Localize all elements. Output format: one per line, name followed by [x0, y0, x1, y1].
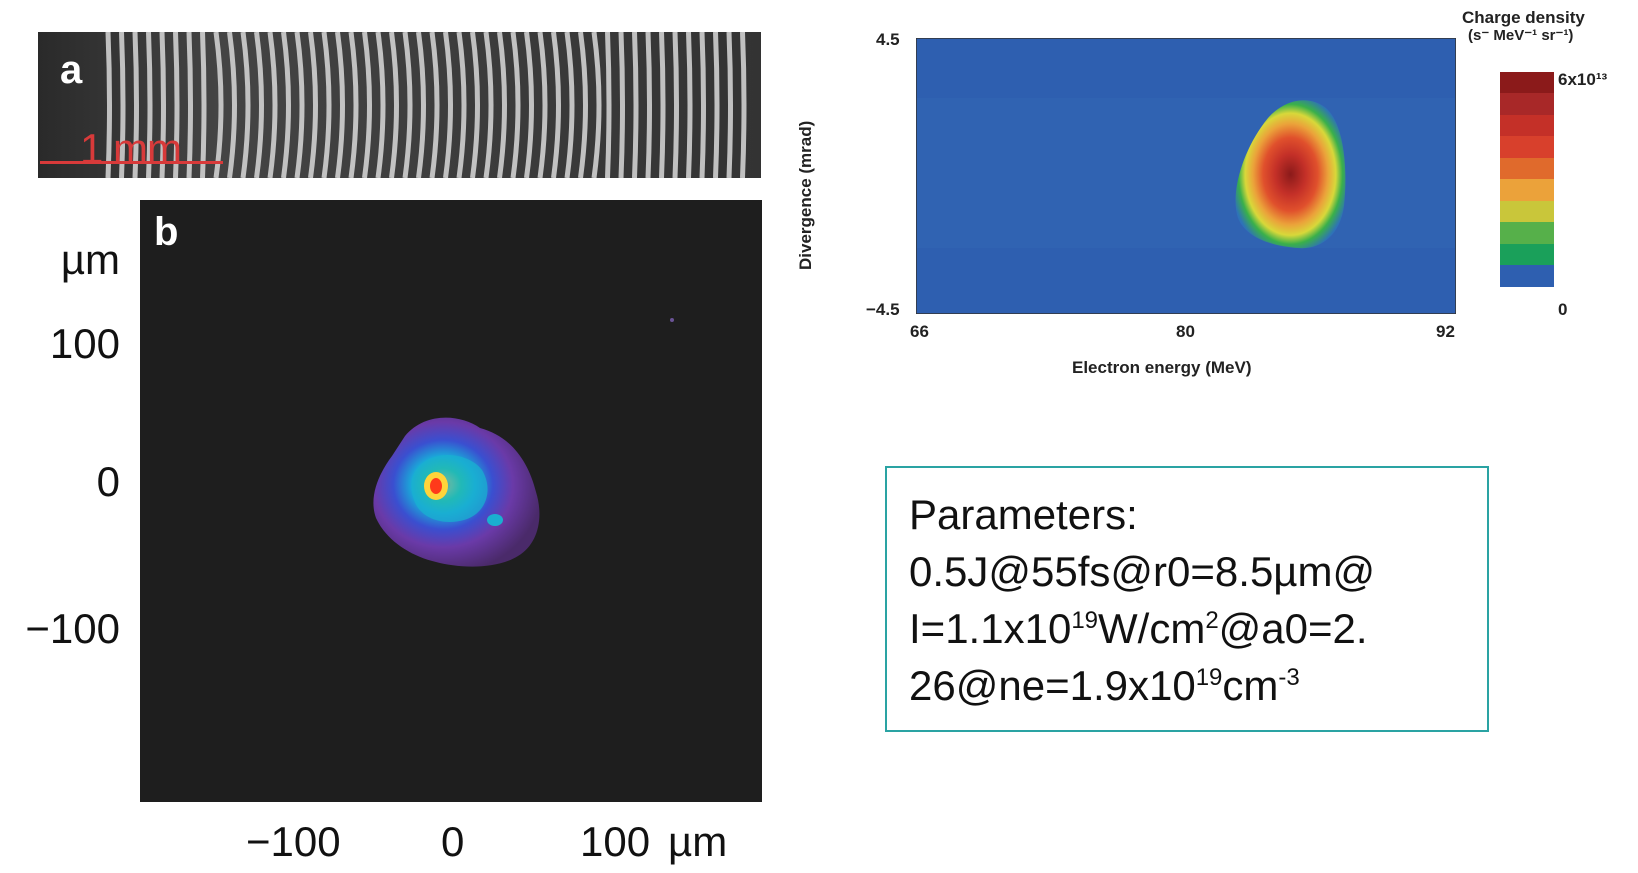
fringe-line	[227, 31, 237, 179]
colorbar-segment	[1500, 200, 1554, 223]
colorbar-segment	[1500, 72, 1554, 94]
electron-spectrum-plot	[915, 37, 1457, 315]
fringe-line	[578, 31, 588, 179]
fringe-line	[713, 31, 720, 179]
fringe-line	[483, 31, 494, 179]
fringe-line	[308, 31, 318, 179]
fringe-line	[699, 31, 706, 179]
fringe-line	[740, 31, 747, 179]
parameters-box: Parameters: 0.5J@55fs@r0=8.5µm@ I=1.1x10…	[885, 466, 1489, 732]
fringe-line	[362, 31, 372, 179]
fringe-line	[591, 31, 602, 179]
panel-b-letter: b	[154, 210, 179, 254]
spec-x-tick-66: 66	[910, 322, 929, 341]
colorbar-segment	[1500, 93, 1554, 116]
colorbar-title-1: Charge density	[1462, 8, 1585, 27]
fringe-line	[672, 31, 679, 179]
colorbar-title-2: (s⁻ MeV⁻¹ sr⁻¹)	[1468, 27, 1574, 44]
fringe-line	[321, 31, 332, 179]
colorbar-segment	[1500, 286, 1554, 309]
fringe-line	[294, 31, 305, 179]
y-tick-minus-100: −100	[25, 605, 120, 652]
fringe-line	[281, 31, 291, 179]
fringe-line	[254, 31, 264, 179]
focal-spot-image	[140, 200, 762, 802]
fringe-line	[551, 31, 561, 179]
spec-y-max: 4.5	[876, 30, 900, 49]
fringe-line	[456, 31, 467, 179]
fringe-line	[686, 31, 693, 179]
spec-y-axis-label: Divergence (mrad)	[796, 120, 815, 270]
x-tick-100: 100	[580, 818, 651, 865]
x-tick-minus-100: −100	[246, 818, 341, 865]
params-line-1: Parameters:	[909, 491, 1138, 538]
interferogram-panel-a: a 1 mm	[38, 31, 761, 179]
fringe-line	[645, 31, 652, 179]
params-line-2: 0.5J@55fs@r0=8.5µm@	[909, 548, 1376, 595]
fringe-line	[267, 31, 278, 179]
colorbar-segment	[1500, 157, 1554, 180]
x-tick-0: 0	[441, 818, 465, 865]
params-line-3: I=1.1x1019W/cm2@a0=2.	[909, 605, 1368, 652]
fringe-line	[510, 31, 521, 179]
panel-a-letter: a	[60, 48, 83, 92]
colorbar-segment	[1500, 243, 1554, 266]
fringe-line	[618, 31, 625, 179]
fringe-line	[537, 31, 548, 179]
spec-x-axis-label: Electron energy (MeV)	[1072, 358, 1252, 377]
spec-x-tick-80: 80	[1176, 322, 1195, 341]
y-tick-100: 100	[49, 320, 120, 367]
fringe-line	[632, 31, 639, 179]
colorbar-segment	[1500, 265, 1554, 288]
fringe-line	[497, 31, 507, 179]
fringe-line	[240, 31, 251, 179]
fringe-line	[186, 31, 193, 179]
fringe-line	[524, 31, 534, 179]
spec-y-min: −4.5	[866, 300, 900, 319]
fringe-line	[564, 31, 575, 179]
colorbar-segment	[1500, 114, 1554, 137]
spectrum-heatmap	[915, 37, 1457, 315]
params-line-4: 26@ne=1.9x1019cm-3	[909, 662, 1300, 709]
fringe-line	[443, 31, 453, 179]
fringe-line	[375, 31, 386, 179]
fringe-line	[659, 31, 666, 179]
fringe-line	[335, 31, 345, 179]
fringe-line	[470, 31, 480, 179]
y-tick-0: 0	[96, 458, 120, 505]
fringe-line	[348, 31, 359, 179]
colorbar-max: 6x10¹³	[1558, 70, 1608, 89]
fringe-line	[402, 31, 413, 179]
scale-bar-label: 1 mm	[80, 125, 182, 172]
colorbar-segment	[1500, 222, 1554, 245]
scale-bar	[40, 161, 223, 164]
colorbar	[1500, 72, 1554, 309]
fringe-line	[605, 31, 612, 179]
colorbar-segment	[1500, 179, 1554, 202]
fringe-line	[200, 31, 207, 179]
fringe-line	[726, 31, 733, 179]
fringe-line	[389, 31, 399, 179]
x-axis-unit: µm	[668, 818, 728, 865]
y-axis-unit: µm	[60, 236, 120, 283]
focal-spot-panel-b: b	[140, 200, 762, 802]
colorbar-min: 0	[1558, 300, 1568, 319]
fringe-line	[429, 31, 440, 179]
spec-x-tick-92: 92	[1436, 322, 1455, 341]
fringe-line	[416, 31, 426, 179]
interferogram-image	[38, 31, 761, 179]
colorbar-segment	[1500, 136, 1554, 159]
